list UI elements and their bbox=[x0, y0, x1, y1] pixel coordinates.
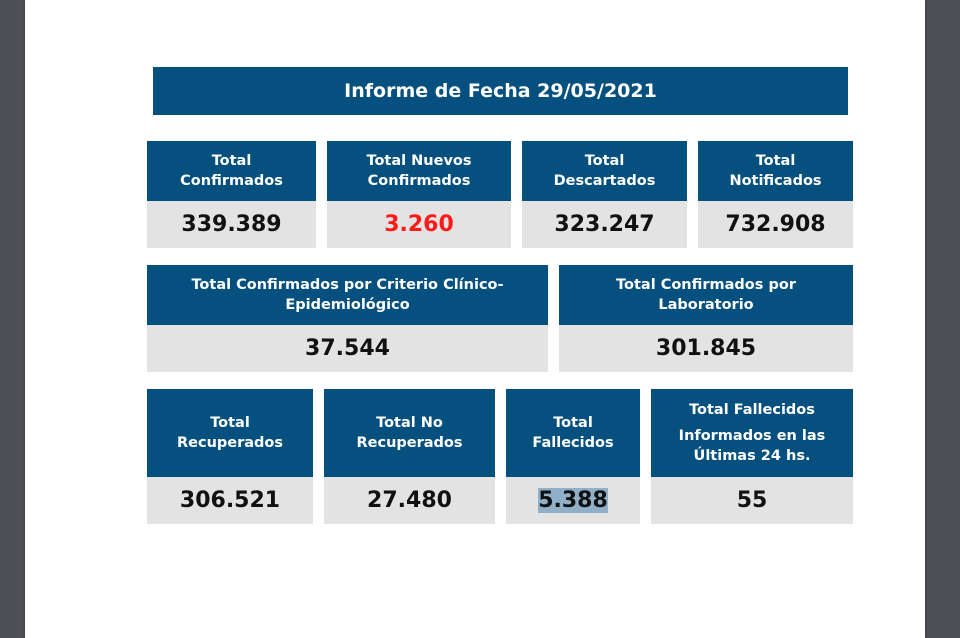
card-confirmados-laboratorio: Total Confirmados por Laboratorio 301.845 bbox=[559, 265, 853, 372]
card-label: Recuperados bbox=[176, 435, 284, 451]
card-total-fallecidos: Total Fallecidos 5.388 bbox=[506, 389, 640, 524]
card-confirmados-clinico: Total Confirmados por Criterio Clínico- E… bbox=[147, 265, 548, 372]
card-value: 301.845 bbox=[655, 336, 757, 361]
card-label: Recuperados bbox=[356, 435, 463, 451]
card-label: Descartados bbox=[553, 173, 656, 189]
card-label: Total Nuevos bbox=[366, 153, 472, 169]
card-value: 37.544 bbox=[305, 336, 390, 361]
card-label: Fallecidos bbox=[532, 435, 614, 451]
card-label: Informados en las bbox=[678, 428, 826, 444]
card-label: Total Fallecidos bbox=[689, 402, 815, 418]
card-value: 306.521 bbox=[179, 488, 281, 513]
card-label: Total bbox=[584, 153, 625, 169]
card-value: 27.480 bbox=[367, 488, 452, 513]
card-label: Notificados bbox=[729, 173, 822, 189]
card-label: Confirmados bbox=[180, 173, 283, 189]
card-label: Últimas 24 hs. bbox=[693, 448, 811, 464]
card-total-confirmados: Total Confirmados 339.389 bbox=[147, 141, 316, 248]
card-label: Total bbox=[755, 153, 796, 169]
card-fallecidos-24hs: Total Fallecidos Informados en las Últimas… bbox=[651, 389, 853, 524]
card-label: Total Confirmados por Criterio Clínico- bbox=[191, 277, 504, 293]
card-value: 339.389 bbox=[181, 212, 282, 237]
card-value: 323.247 bbox=[554, 212, 655, 237]
card-label: Total Confirmados por bbox=[616, 277, 796, 293]
card-total-descartados: Total Descartados 323.247 bbox=[522, 141, 687, 248]
card-label: Laboratorio bbox=[658, 297, 754, 313]
card-label: Total No bbox=[376, 415, 443, 431]
card-value: 3.260 bbox=[384, 212, 454, 237]
card-label: Confirmados bbox=[367, 173, 471, 189]
card-total-notificados: Total Notificados 732.908 bbox=[698, 141, 853, 248]
card-total-nuevos-confirmados: Total Nuevos Confirmados 3.260 bbox=[327, 141, 511, 248]
card-value: 55 bbox=[736, 488, 768, 513]
card-label: Total bbox=[211, 153, 252, 169]
card-total-no-recuperados: Total No Recuperados 27.480 bbox=[324, 389, 495, 524]
report-title: Informe de Fecha 29/05/2021 bbox=[153, 67, 848, 115]
card-label: Epidemiológico bbox=[285, 297, 410, 313]
card-label: Total bbox=[553, 415, 593, 431]
card-label: Total bbox=[210, 415, 250, 431]
card-total-recuperados: Total Recuperados 306.521 bbox=[147, 389, 313, 524]
document-page: Informe de Fecha 29/05/2021 Total Confirm… bbox=[25, 0, 925, 638]
card-value: 732.908 bbox=[725, 212, 826, 237]
card-value-selected[interactable]: 5.388 bbox=[538, 488, 608, 513]
